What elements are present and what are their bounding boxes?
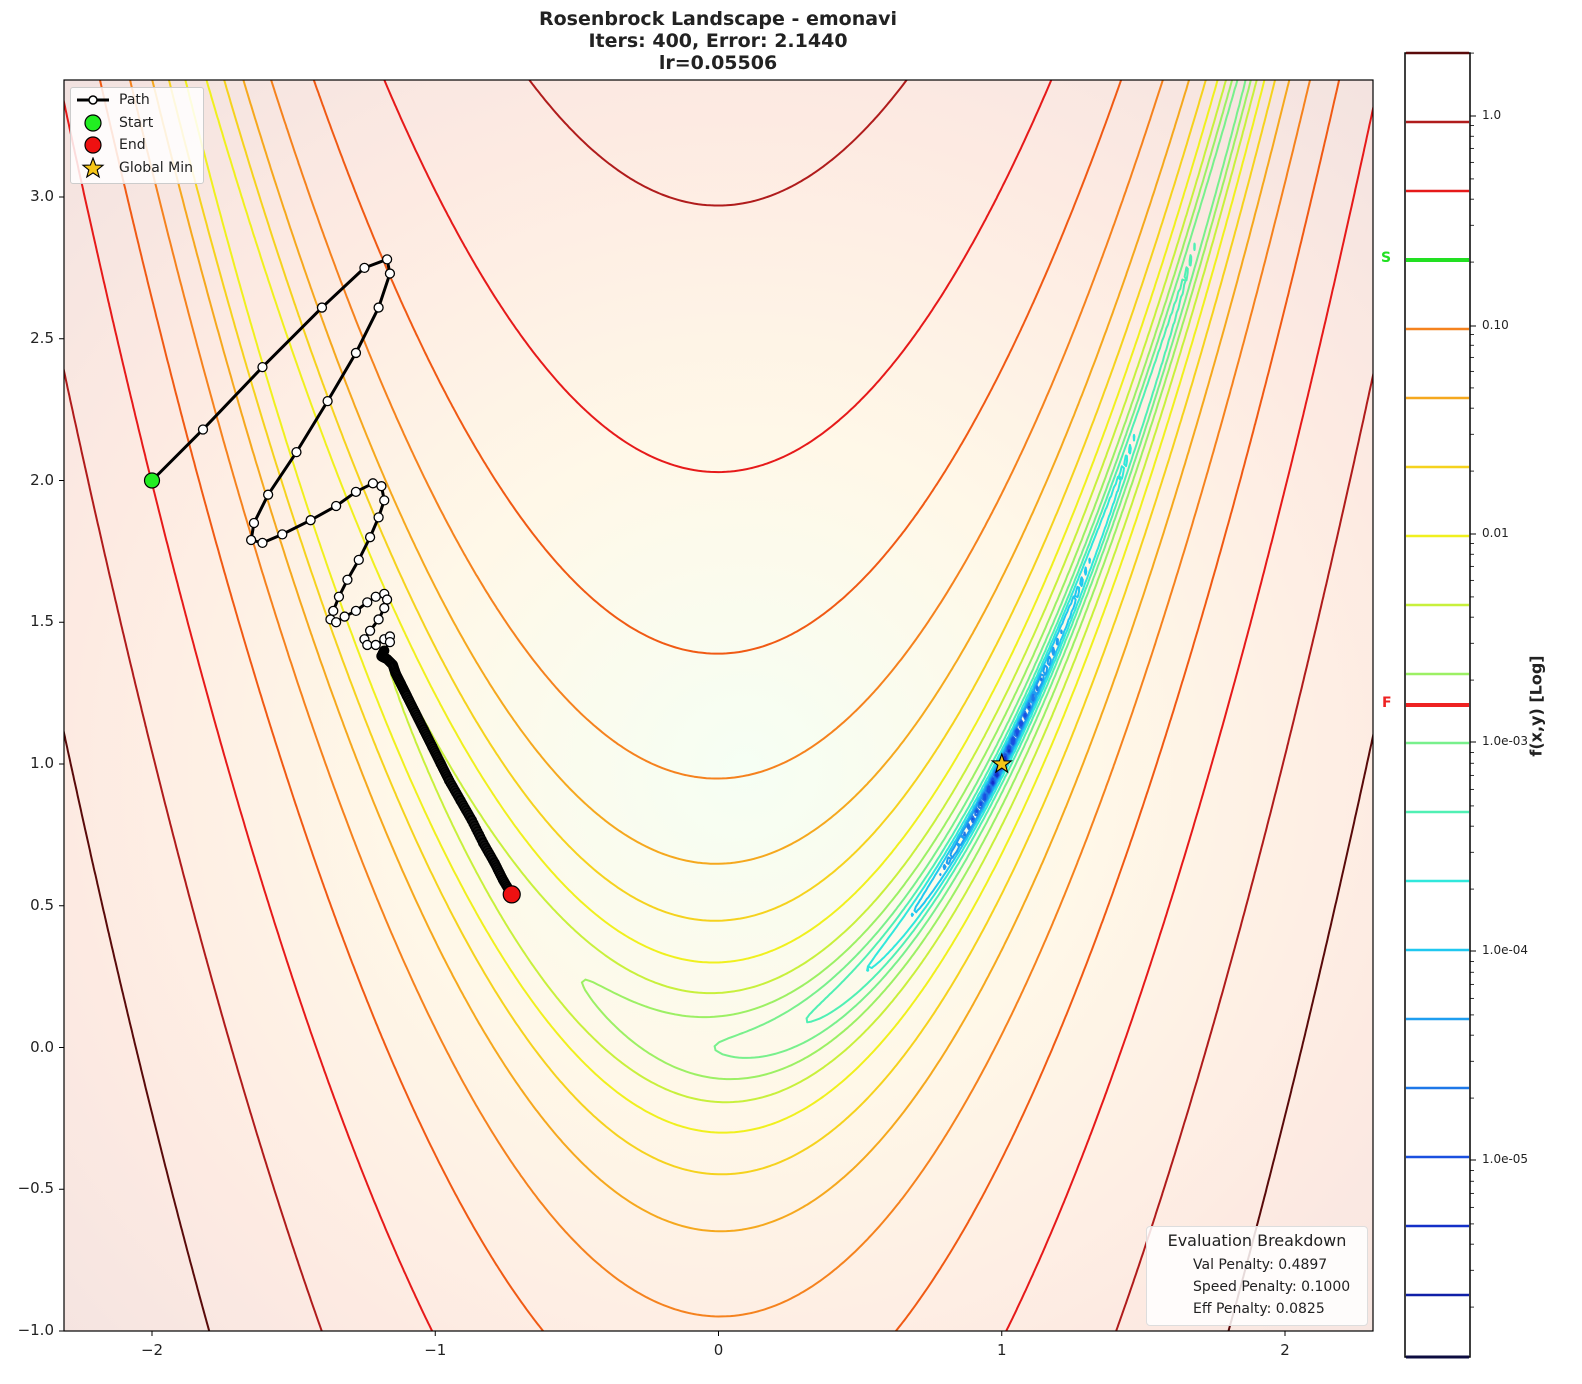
y-tick-label: 2.5 — [30, 328, 54, 347]
eff-penalty: Eff Penalty: 0.0825 — [1193, 1301, 1325, 1317]
x-tick-label: 2 — [1280, 1341, 1290, 1359]
colorbar-tick-label: 1.0e-05 — [1482, 1152, 1529, 1166]
colorbar-tick-label: 1.0e-04 — [1482, 943, 1529, 957]
y-tick-label: 0.0 — [30, 1037, 54, 1056]
y-tick-label: 0.5 — [30, 895, 54, 914]
legend-label: Start — [119, 115, 154, 131]
colorbar-tick-label: 0.01 — [1482, 526, 1509, 540]
start-marker — [143, 472, 161, 489]
x-tick-label: −2 — [140, 1341, 164, 1359]
colorbar-final-marker: F — [1382, 695, 1392, 711]
legend: Path Start End Global Min — [70, 87, 204, 184]
title-line-1: Rosenbrock Landscape - emonavi — [539, 8, 897, 30]
global-min-star-icon — [990, 752, 1013, 774]
legend-label: End — [119, 137, 146, 153]
y-tick-label: −0.5 — [17, 1179, 54, 1198]
contour-lines — [64, 80, 1373, 1331]
path-line-icon — [71, 89, 115, 111]
legend-item-end: End — [71, 134, 146, 156]
y-tick-label: 1.5 — [30, 612, 54, 631]
colorbar-label: f(x,y) [Log] — [1526, 655, 1546, 757]
colorbar-tick-label: 1.0e-03 — [1482, 734, 1529, 748]
colorbar-start-marker: S — [1381, 250, 1392, 266]
end-marker — [502, 885, 521, 904]
optimizer-path — [146, 254, 517, 899]
x-tick-label: 0 — [713, 1341, 724, 1359]
y-tick-label: 1.0 — [30, 754, 54, 772]
plot-area — [63, 79, 1374, 1332]
legend-label: Global Min — [119, 160, 193, 176]
legend-label: Path — [119, 92, 150, 108]
val-penalty: Val Penalty: 0.4897 — [1193, 1257, 1328, 1273]
legend-item-start: Start — [71, 112, 153, 134]
colorbar — [1404, 51, 1476, 1359]
title-line-3: lr=0.05506 — [658, 52, 778, 74]
colorbar-tick-label: 0.10 — [1482, 318, 1509, 332]
evaluation-title: Evaluation Breakdown — [1167, 1231, 1347, 1250]
colorbar-tick-label: 1.0 — [1482, 108, 1502, 122]
speed-penalty: Speed Penalty: 0.1000 — [1193, 1279, 1351, 1295]
start-circle-icon — [71, 112, 115, 134]
legend-item-global-min: Global Min — [71, 156, 193, 179]
y-tick-label: −1.0 — [17, 1321, 54, 1339]
x-tick-label: −1 — [424, 1341, 447, 1359]
star-icon — [71, 156, 115, 179]
y-tick-label: 3.0 — [30, 187, 54, 205]
axis-ticks — [59, 196, 1286, 1336]
legend-item-path: Path — [71, 89, 150, 111]
end-circle-icon — [71, 134, 115, 156]
evaluation-breakdown-box: Evaluation Breakdown Val Penalty: 0.4897… — [1146, 1226, 1368, 1326]
title-line-2: Iters: 400, Error: 2.1440 — [588, 30, 848, 52]
markers — [143, 472, 1013, 904]
x-tick-label: 1 — [996, 1341, 1007, 1359]
y-tick-label: 2.0 — [30, 470, 54, 489]
chart-title: Rosenbrock Landscape - emonavi Iters: 40… — [0, 8, 1436, 74]
